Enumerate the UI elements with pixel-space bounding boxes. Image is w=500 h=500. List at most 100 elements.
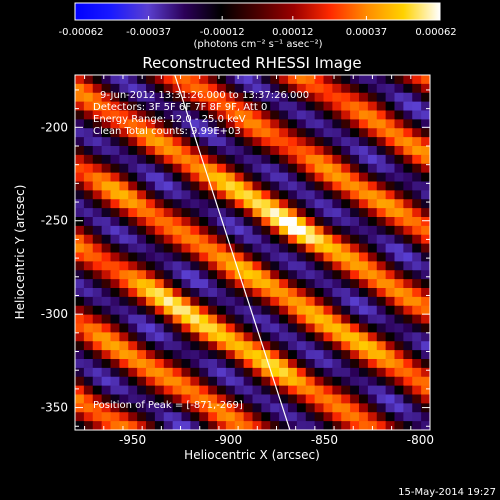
- heatmap-cell: [421, 119, 430, 129]
- heatmap-cell: [101, 75, 112, 85]
- heatmap-cell: [128, 110, 138, 120]
- heatmap-cell: [119, 314, 129, 325]
- heatmap-cell: [332, 217, 342, 227]
- heatmap-cell: [385, 305, 396, 316]
- heatmap-cell: [305, 101, 316, 112]
- heatmap-cell: [146, 146, 156, 156]
- heatmap-cell: [323, 279, 333, 289]
- heatmap-cell: [225, 376, 236, 387]
- heatmap-cell: [199, 376, 209, 387]
- heatmap-cell: [128, 367, 138, 378]
- heatmap-cell: [314, 279, 325, 289]
- heatmap-cell: [181, 92, 191, 103]
- heatmap-cell: [421, 385, 430, 396]
- heatmap-cell: [341, 261, 351, 271]
- heatmap-cell: [83, 83, 94, 94]
- heatmap-cell: [261, 305, 271, 316]
- heatmap-cell: [341, 421, 351, 430]
- heatmap-cell: [172, 172, 183, 183]
- heatmap-cell: [288, 225, 298, 236]
- heatmap-cell: [403, 217, 413, 227]
- heatmap-cell: [199, 137, 209, 147]
- heatmap-cell: [110, 332, 120, 342]
- heatmap-cell: [323, 270, 333, 280]
- heatmap-cell: [323, 225, 333, 236]
- heatmap-cell: [119, 110, 129, 120]
- heatmap-cell: [314, 101, 325, 112]
- heatmap-cell: [110, 270, 120, 280]
- heatmap-cell: [83, 146, 94, 156]
- heatmap-cell: [367, 75, 378, 85]
- heatmap-cell: [359, 137, 369, 147]
- heatmap-cell: [341, 385, 351, 396]
- heatmap-cell: [83, 288, 94, 298]
- heatmap-cell: [394, 137, 404, 147]
- heatmap-cell: [154, 270, 165, 280]
- heatmap-cell: [172, 225, 183, 236]
- heatmap-cell: [190, 119, 200, 129]
- heatmap-cell: [172, 332, 183, 342]
- heatmap-cell: [110, 412, 120, 422]
- heatmap-cell: [128, 163, 138, 174]
- heatmap-cell: [296, 181, 307, 191]
- heatmap-cell: [376, 350, 387, 360]
- heatmap-cell: [323, 199, 333, 209]
- heatmap-cell: [190, 314, 200, 325]
- heatmap-cell: [252, 101, 262, 112]
- heatmap-cell: [217, 190, 227, 200]
- heatmap-cell: [296, 376, 307, 387]
- heatmap-cell: [394, 146, 404, 156]
- heatmap-cell: [92, 146, 103, 156]
- heatmap-cell: [110, 243, 120, 254]
- heatmap-cell: [234, 403, 245, 413]
- heatmap-cell: [101, 190, 112, 200]
- heatmap-cell: [163, 305, 174, 316]
- heatmap-cell: [137, 243, 147, 254]
- heatmap-cell: [376, 305, 387, 316]
- heatmap-cell: [190, 305, 200, 316]
- heatmap-cell: [243, 421, 254, 430]
- heatmap-cell: [288, 385, 298, 396]
- heatmap-cell: [128, 296, 138, 307]
- heatmap-cell: [101, 172, 112, 183]
- heatmap-cell: [128, 154, 138, 165]
- heatmap-cell: [101, 181, 112, 191]
- heatmap-cell: [350, 350, 360, 360]
- heatmap-cell: [279, 101, 289, 112]
- heatmap-cell: [261, 403, 271, 413]
- heatmap-cell: [350, 217, 360, 227]
- heatmap-cell: [421, 234, 430, 245]
- heatmap-cell: [92, 217, 103, 227]
- heatmap-cell: [146, 412, 156, 422]
- heatmap-cell: [101, 350, 112, 360]
- heatmap-cell: [421, 199, 430, 209]
- heatmap-cell: [234, 412, 245, 422]
- heatmap-cell: [376, 234, 387, 245]
- heatmap-cell: [172, 119, 183, 129]
- heatmap-cell: [296, 270, 307, 280]
- heatmap-cell: [234, 190, 245, 200]
- heatmap-cell: [359, 154, 369, 165]
- colorbar-tick-labels: -0.00062 -0.00037 -0.00012 0.00012 0.000…: [59, 27, 457, 38]
- heatmap-cell: [208, 154, 218, 165]
- heatmap-cell: [119, 367, 129, 378]
- heatmap-cell: [128, 261, 138, 271]
- heatmap-cell: [323, 296, 333, 307]
- heatmap-cell: [234, 252, 245, 262]
- heatmap-cell: [163, 110, 174, 120]
- heatmap-cell: [341, 137, 351, 147]
- heatmap-cell: [412, 350, 422, 360]
- heatmap-cell: [261, 332, 271, 342]
- heatmap-cell: [341, 252, 351, 262]
- heatmap-cell: [83, 394, 94, 404]
- heatmap-cell: [350, 154, 360, 165]
- heatmap-cell: [261, 128, 271, 138]
- heatmap-cell: [314, 234, 325, 245]
- heatmap-cell: [359, 350, 369, 360]
- heatmap-cell: [75, 376, 85, 387]
- heatmap-cell: [146, 270, 156, 280]
- heatmap-cell: [412, 403, 422, 413]
- heatmap-cell: [288, 110, 298, 120]
- heatmap-cell: [83, 190, 94, 200]
- heatmap-cell: [110, 163, 120, 174]
